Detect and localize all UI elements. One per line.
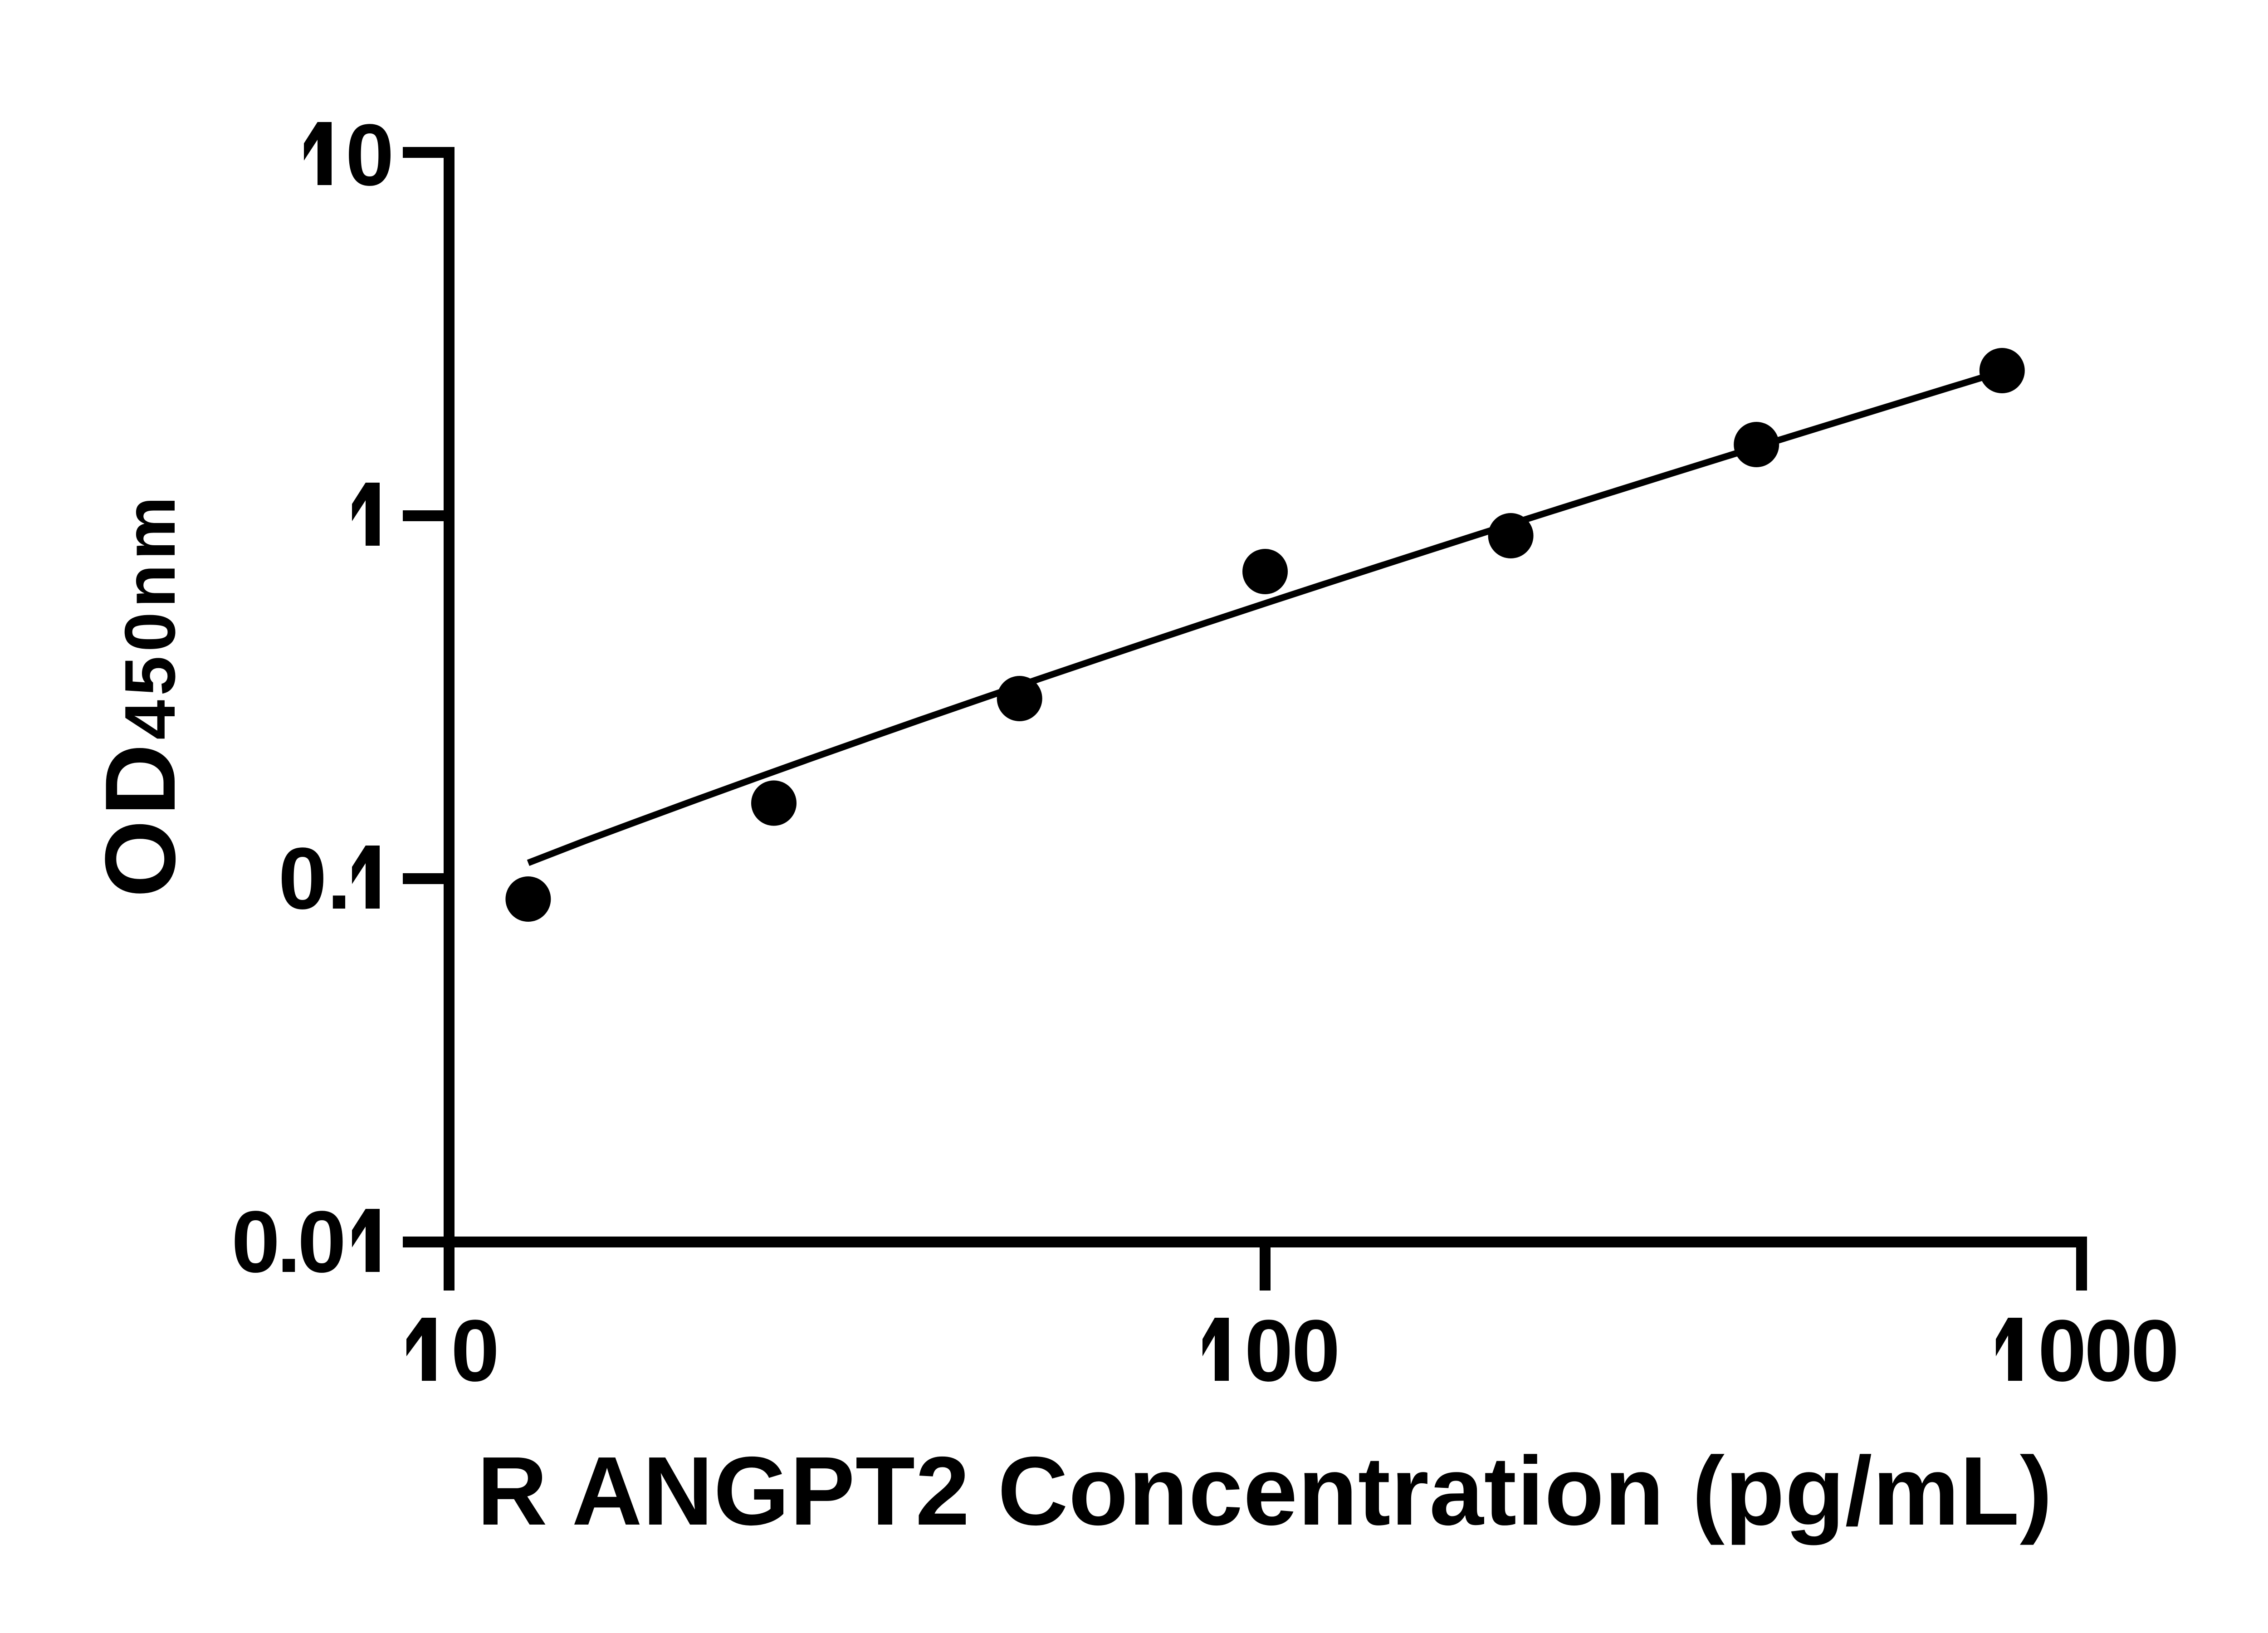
svg-text:000: 000 bbox=[2038, 1301, 2177, 1399]
svg-text:00: 00 bbox=[1245, 1301, 1339, 1399]
svg-text:0: 0 bbox=[346, 106, 394, 204]
svg-text:0.0: 0.0 bbox=[231, 1193, 343, 1291]
svg-text:0.: 0. bbox=[278, 829, 351, 927]
svg-text:OD450nm: OD450nm bbox=[84, 492, 196, 898]
svg-text:R ANGPT2 Concentration (pg/mL): R ANGPT2 Concentration (pg/mL) bbox=[477, 1436, 2053, 1545]
svg-text:0: 0 bbox=[451, 1301, 499, 1399]
